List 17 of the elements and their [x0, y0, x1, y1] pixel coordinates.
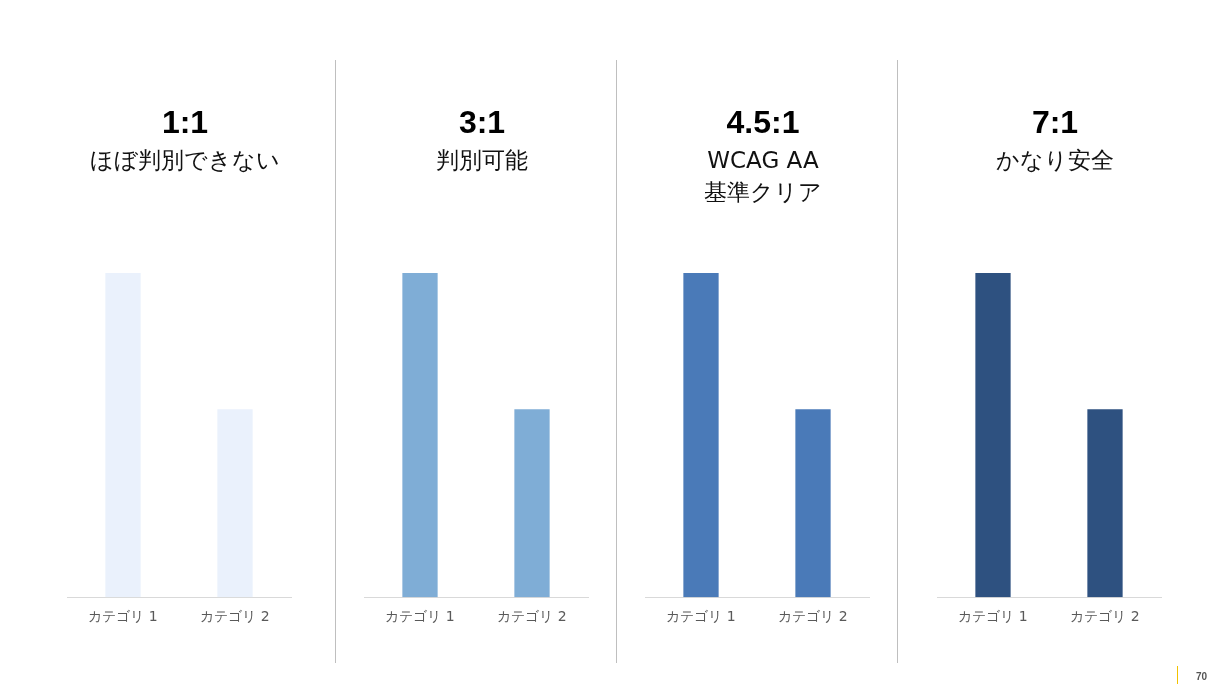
- text: 70: [1195, 671, 1207, 682]
- chart-subtitle: 判別可能: [435, 146, 529, 175]
- chart-subtitle: かなり安全: [995, 146, 1115, 175]
- chart-title: 4.5:1: [725, 104, 801, 141]
- chart-title: 1:1: [160, 104, 210, 141]
- x-tick-label: カテゴリ 2: [497, 608, 567, 625]
- x-tick-label: カテゴリ 1: [88, 608, 158, 625]
- x-tick-label: カテゴリ 2: [778, 608, 848, 625]
- x-tick-label: カテゴリ 1: [958, 608, 1028, 625]
- chart-subtitle: ほぼ判別できない: [89, 146, 281, 175]
- chart-subtitle: WCAG AA 基準クリア: [703, 146, 823, 207]
- x-tick-label: カテゴリ 1: [666, 608, 736, 625]
- x-tick-label: カテゴリ 1: [385, 608, 455, 625]
- x-tick-label: カテゴリ 2: [1070, 608, 1140, 625]
- chart-title: 7:1: [1030, 104, 1080, 141]
- x-tick-label: カテゴリ 2: [200, 608, 270, 625]
- chart-title: 3:1: [457, 104, 507, 141]
